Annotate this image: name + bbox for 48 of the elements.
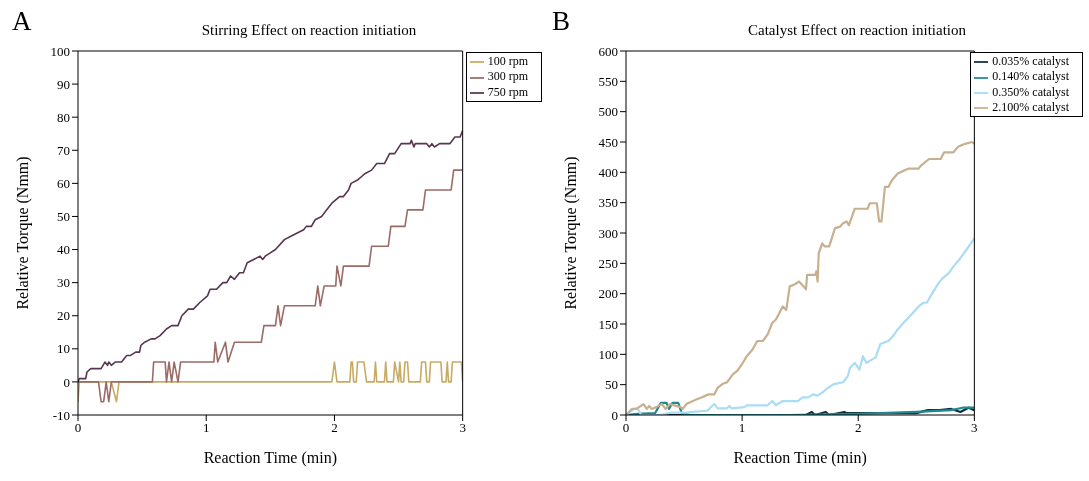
y-tick-label: 90 — [57, 76, 70, 92]
y-tick-label: 0 — [611, 407, 618, 423]
y-tick-label: 450 — [598, 134, 618, 150]
y-tick-label: 100 — [598, 346, 618, 362]
y-axis-title: Relative Torque (Nmm) — [13, 156, 32, 310]
text: B — [552, 6, 571, 37]
y-tick-label: 350 — [598, 195, 618, 211]
x-axis-title: Reaction Time (min) — [733, 449, 867, 467]
y-tick-label: 10 — [57, 341, 70, 357]
y-tick-label: 40 — [57, 242, 70, 258]
y-tick-label: 60 — [57, 175, 70, 191]
y-tick-label: 300 — [598, 225, 618, 241]
y-tick-label: 250 — [598, 255, 618, 271]
chart-title: Stirring Effect on reaction initiation — [200, 22, 418, 39]
y-tick-label: 80 — [57, 109, 70, 125]
legend-label: 0.140% catalyst — [992, 69, 1069, 84]
x-tick-label: 2 — [854, 420, 862, 436]
text: A — [12, 6, 32, 37]
x-tick-label: 0 — [74, 420, 82, 436]
legend-label: 750 rpm — [487, 84, 528, 99]
y-tick-label: 50 — [605, 377, 618, 393]
legend-label: 100 rpm — [487, 54, 528, 68]
legend-label: 300 rpm — [487, 69, 528, 84]
y-tick-label: 150 — [598, 316, 618, 332]
y-tick-label: 500 — [598, 104, 618, 120]
legend-label: 2.100% catalyst — [992, 99, 1069, 114]
x-tick-label: 1 — [202, 420, 210, 436]
x-tick-label: 2 — [331, 420, 338, 436]
x-tick-label: 0 — [622, 420, 630, 436]
y-tick-label: 50 — [57, 209, 70, 225]
y-tick-label: 70 — [57, 142, 70, 158]
y-tick-label: 400 — [598, 164, 618, 180]
y-tick-label: 20 — [57, 308, 70, 324]
y-tick-label: -10 — [52, 407, 70, 423]
x-tick-label: 3 — [971, 420, 978, 436]
x-tick-label: 1 — [738, 420, 746, 436]
y-tick-label: 100 — [50, 43, 70, 59]
y-tick-label: 30 — [57, 275, 70, 291]
chart-title: Catalyst Effect on reaction initiation — [747, 22, 967, 39]
x-axis-title: Reaction Time (min) — [203, 449, 337, 467]
y-axis-title: Relative Torque (Nmm) — [561, 156, 580, 310]
x-tick-label: 3 — [459, 420, 466, 436]
y-tick-label: 0 — [63, 374, 70, 390]
y-tick-label: 550 — [598, 73, 618, 89]
y-tick-label: 600 — [598, 43, 618, 59]
legend-label: 0.350% catalyst — [992, 84, 1069, 99]
legend-label: 0.035% catalyst — [992, 54, 1069, 68]
y-tick-label: 200 — [598, 286, 618, 302]
